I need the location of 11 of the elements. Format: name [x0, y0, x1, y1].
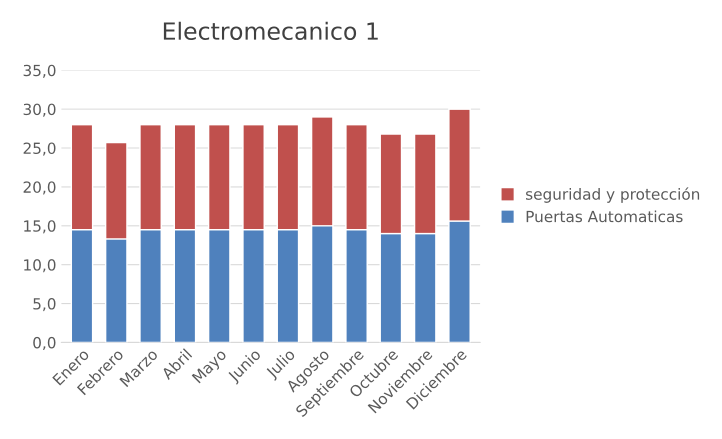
legend-label: Puertas Automaticas — [526, 210, 683, 222]
legend-label: seguridad y protección — [526, 187, 700, 203]
y-tick-label: 10,0 — [24, 259, 56, 272]
y-tick-label: 0,0 — [33, 336, 56, 350]
y-tick-label: 35,0 — [24, 64, 56, 78]
chart-title: Electromecanico 1 — [164, 22, 378, 40]
y-tick-label: 20,0 — [24, 181, 56, 194]
y-tick-label: 30,0 — [24, 104, 56, 117]
y-tick-label: 15,0 — [24, 220, 56, 234]
y-tick-label: 25,0 — [24, 142, 56, 156]
y-tick-label: 5,0 — [33, 298, 56, 312]
